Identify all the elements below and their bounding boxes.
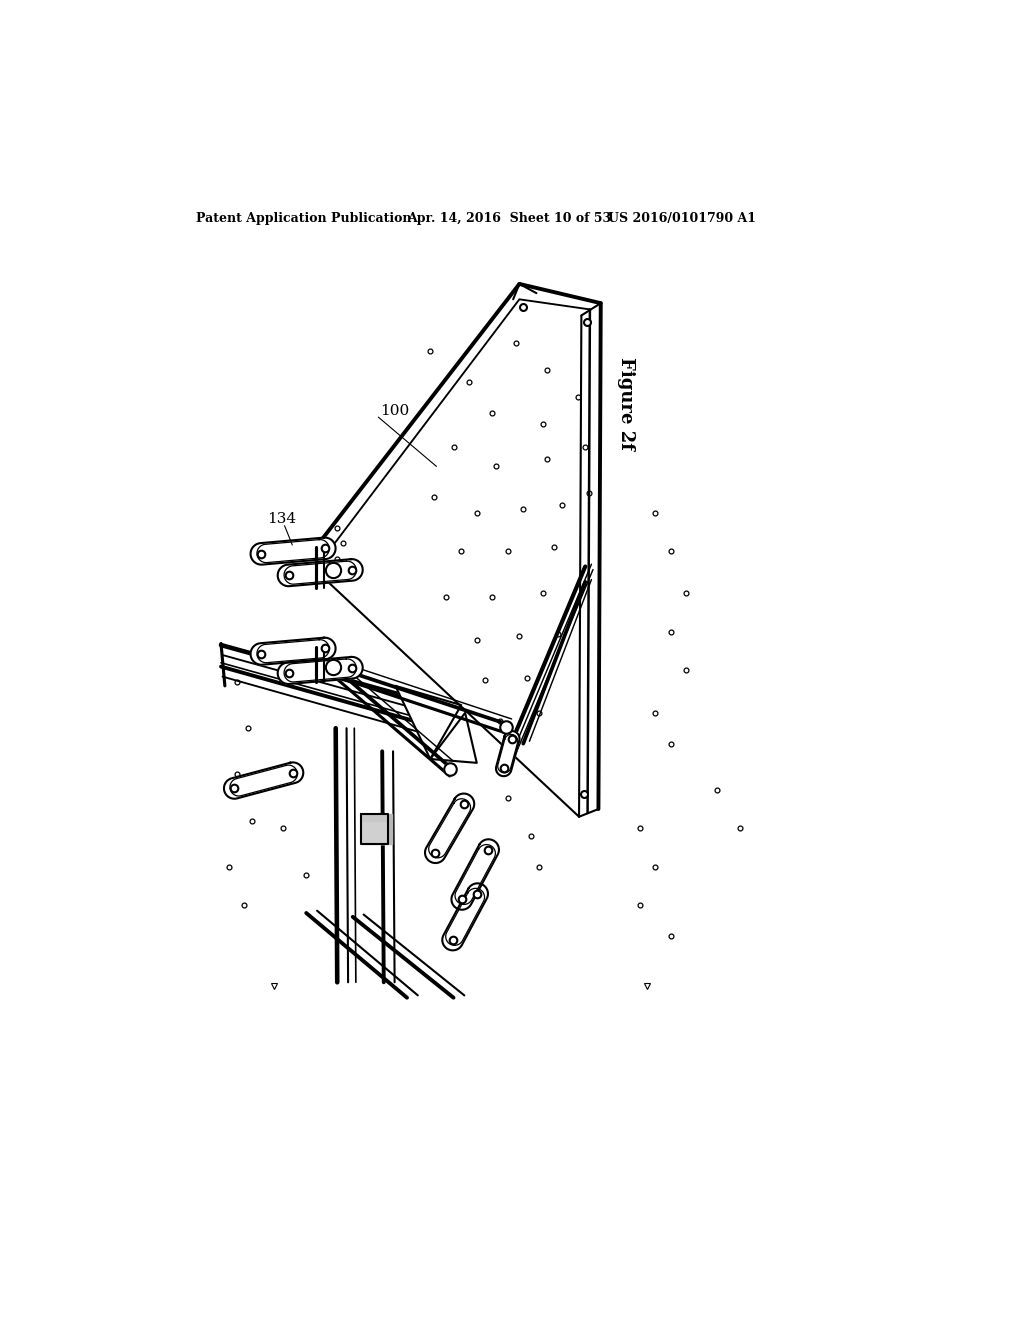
Polygon shape (278, 560, 362, 586)
Text: 134: 134 (267, 512, 297, 525)
Polygon shape (442, 883, 488, 950)
Polygon shape (251, 638, 336, 665)
Polygon shape (395, 686, 461, 759)
Polygon shape (251, 537, 336, 565)
Text: Apr. 14, 2016  Sheet 10 of 53: Apr. 14, 2016 Sheet 10 of 53 (407, 213, 611, 224)
Polygon shape (430, 713, 477, 763)
Polygon shape (278, 657, 362, 684)
Polygon shape (224, 763, 303, 799)
Polygon shape (360, 814, 388, 843)
Polygon shape (425, 793, 474, 863)
Text: 100: 100 (380, 404, 410, 418)
Polygon shape (360, 814, 388, 821)
Polygon shape (360, 814, 388, 843)
Polygon shape (311, 284, 601, 809)
Polygon shape (452, 840, 499, 909)
Text: Patent Application Publication: Patent Application Publication (197, 213, 412, 224)
Polygon shape (496, 731, 519, 776)
Text: Figure 2f: Figure 2f (617, 356, 635, 450)
Text: US 2016/0101790 A1: US 2016/0101790 A1 (608, 213, 757, 224)
Polygon shape (388, 814, 391, 843)
